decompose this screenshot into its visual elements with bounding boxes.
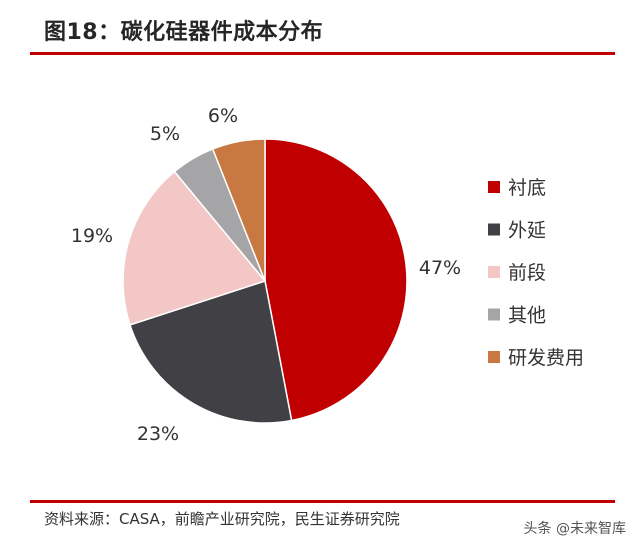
slice-value-label: 6% <box>208 105 238 127</box>
slice-value-label: 47% <box>419 257 461 279</box>
legend-swatch <box>488 181 500 193</box>
source-note: 资料来源：CASA，前瞻产业研究院，民生证券研究院 <box>44 510 400 528</box>
legend-label: 衬底 <box>508 177 546 199</box>
slice-value-label: 5% <box>150 123 180 145</box>
footer-divider <box>30 500 615 503</box>
legend-swatch <box>488 351 500 363</box>
title-divider <box>30 52 615 55</box>
legend-swatch <box>488 308 500 321</box>
pie-value-labels: 47% 23% 19% 5% 6% <box>71 105 461 445</box>
legend-label: 其他 <box>508 305 546 327</box>
slice-value-label: 23% <box>137 423 179 445</box>
pie-slice-0 <box>264 138 408 422</box>
legend-swatch <box>488 223 500 236</box>
legend-swatch <box>488 266 500 278</box>
pie-slices <box>122 138 408 424</box>
chart-title: 图18：碳化硅器件成本分布 <box>44 20 324 45</box>
pie-slice-2 <box>122 170 267 326</box>
watermark: 头条 @未来智库 <box>523 521 626 537</box>
legend-label: 研发费用 <box>508 347 584 369</box>
pie-slice-1 <box>129 280 293 424</box>
slice-value-label: 19% <box>71 225 113 247</box>
pie-slice-4 <box>211 138 266 282</box>
legend-label: 外延 <box>508 220 546 242</box>
legend-label: 前段 <box>508 262 546 284</box>
